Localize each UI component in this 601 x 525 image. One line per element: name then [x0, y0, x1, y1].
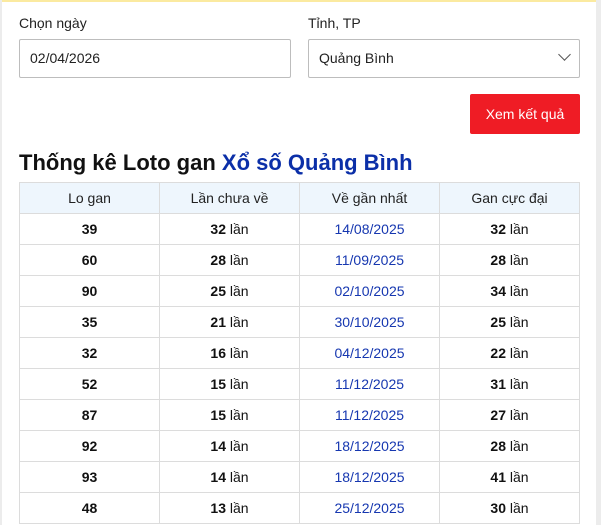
lo-cell: 87: [19, 399, 160, 431]
lo-cell: 92: [19, 430, 160, 462]
table-row: 52 15 lần 11/12/2025 31 lần: [19, 368, 580, 400]
lo-cell: 60: [19, 244, 160, 276]
province-value: Quảng Bình: [319, 50, 394, 66]
table-row: 35 21 lần 30/10/2025 25 lần: [19, 306, 580, 338]
max-cell: 34 lần: [439, 275, 580, 307]
column-header: Gan cực đại: [439, 182, 580, 214]
missed-cell: 14 lần: [159, 461, 300, 493]
missed-cell: 32 lần: [159, 213, 300, 245]
last-date-link[interactable]: 11/09/2025: [299, 244, 440, 276]
max-cell: 27 lần: [439, 399, 580, 431]
max-cell: 30 lần: [439, 492, 580, 524]
loto-gan-table: Lo gan Lần chưa về Về gần nhất Gan cực đại …: [19, 182, 580, 524]
max-cell: 28 lần: [439, 244, 580, 276]
missed-cell: 15 lần: [159, 368, 300, 400]
max-cell: 41 lần: [439, 461, 580, 493]
lo-cell: 90: [19, 275, 160, 307]
max-cell: 28 lần: [439, 430, 580, 462]
chevron-down-icon: [558, 48, 571, 61]
table-row: 87 15 lần 11/12/2025 27 lần: [19, 399, 580, 431]
table-row: 93 14 lần 18/12/2025 41 lần: [19, 461, 580, 493]
table-row: 48 13 lần 25/12/2025 30 lần: [19, 492, 580, 524]
column-header: Lo gan: [19, 182, 160, 214]
last-date-link[interactable]: 11/12/2025: [299, 368, 440, 400]
lo-cell: 93: [19, 461, 160, 493]
table-row: 39 32 lần 14/08/2025 32 lần: [19, 213, 580, 245]
lo-cell: 52: [19, 368, 160, 400]
table-row: 32 16 lần 04/12/2025 22 lần: [19, 337, 580, 369]
column-header: Về gần nhất: [299, 182, 440, 214]
missed-cell: 28 lần: [159, 244, 300, 276]
lo-cell: 32: [19, 337, 160, 369]
missed-cell: 14 lần: [159, 430, 300, 462]
page-title: Thống kê Loto gan Xổ số Quảng Bình: [19, 150, 413, 176]
last-date-link[interactable]: 18/12/2025: [299, 461, 440, 493]
last-date-link[interactable]: 04/12/2025: [299, 337, 440, 369]
max-cell: 31 lần: [439, 368, 580, 400]
last-date-link[interactable]: 14/08/2025: [299, 213, 440, 245]
table-row: 60 28 lần 11/09/2025 28 lần: [19, 244, 580, 276]
missed-cell: 13 lần: [159, 492, 300, 524]
province-label: Tỉnh, TP: [308, 15, 361, 31]
title-prefix: Thống kê Loto gan: [19, 150, 216, 175]
missed-cell: 21 lần: [159, 306, 300, 338]
date-label: Chọn ngày: [19, 15, 87, 31]
last-date-link[interactable]: 11/12/2025: [299, 399, 440, 431]
column-header: Lần chưa về: [159, 182, 300, 214]
view-results-button[interactable]: Xem kết quả: [470, 94, 580, 134]
table-row: 92 14 lần 18/12/2025 28 lần: [19, 430, 580, 462]
date-input[interactable]: 02/04/2026: [19, 39, 291, 78]
max-cell: 25 lần: [439, 306, 580, 338]
missed-cell: 16 lần: [159, 337, 300, 369]
missed-cell: 15 lần: [159, 399, 300, 431]
last-date-link[interactable]: 30/10/2025: [299, 306, 440, 338]
last-date-link[interactable]: 02/10/2025: [299, 275, 440, 307]
last-date-link[interactable]: 18/12/2025: [299, 430, 440, 462]
title-highlight[interactable]: Xổ số Quảng Bình: [221, 150, 413, 175]
lo-cell: 48: [19, 492, 160, 524]
last-date-link[interactable]: 25/12/2025: [299, 492, 440, 524]
max-cell: 22 lần: [439, 337, 580, 369]
lo-cell: 35: [19, 306, 160, 338]
province-select[interactable]: Quảng Bình: [308, 39, 580, 78]
lo-cell: 39: [19, 213, 160, 245]
max-cell: 32 lần: [439, 213, 580, 245]
missed-cell: 25 lần: [159, 275, 300, 307]
table-row: 90 25 lần 02/10/2025 34 lần: [19, 275, 580, 307]
